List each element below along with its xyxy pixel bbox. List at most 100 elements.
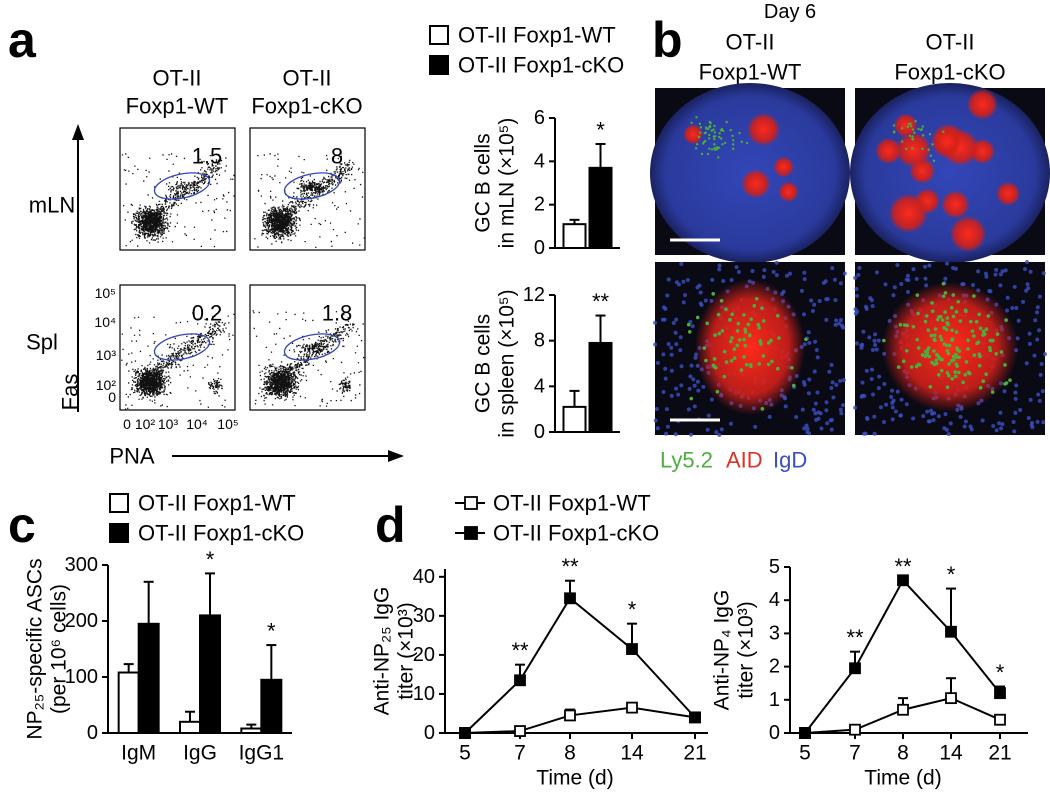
cell bbox=[708, 133, 711, 137]
cell bbox=[696, 388, 701, 393]
cell bbox=[928, 408, 933, 413]
cell bbox=[754, 296, 759, 301]
cell bbox=[689, 432, 694, 437]
cell bbox=[712, 357, 717, 361]
cell bbox=[949, 305, 954, 310]
cell bbox=[838, 281, 843, 286]
cell bbox=[874, 270, 879, 275]
cell bbox=[988, 348, 993, 353]
cell bbox=[760, 306, 764, 311]
cell bbox=[1032, 353, 1037, 358]
cell bbox=[749, 364, 753, 369]
cell bbox=[909, 122, 912, 125]
cell bbox=[953, 266, 958, 271]
cell bbox=[924, 314, 929, 318]
cell bbox=[717, 156, 720, 159]
cell bbox=[890, 400, 895, 405]
cell bbox=[998, 272, 1003, 277]
cell bbox=[930, 411, 935, 416]
cell bbox=[806, 391, 811, 396]
cell bbox=[867, 335, 872, 340]
cell bbox=[834, 318, 839, 323]
cell bbox=[934, 358, 939, 363]
cell bbox=[966, 370, 971, 375]
cell bbox=[717, 432, 722, 437]
cell bbox=[838, 407, 843, 412]
cell bbox=[953, 374, 958, 379]
cell bbox=[927, 263, 932, 268]
point bbox=[514, 674, 526, 687]
cell bbox=[824, 400, 829, 405]
y-axis-label: GC B cells bbox=[472, 314, 495, 413]
x-tick-label: 5 bbox=[799, 742, 811, 765]
cell bbox=[758, 339, 763, 343]
bar bbox=[240, 727, 263, 735]
cell bbox=[984, 372, 988, 376]
cell bbox=[705, 321, 710, 326]
cell bbox=[877, 374, 882, 379]
cell bbox=[978, 326, 983, 331]
cell bbox=[911, 137, 914, 141]
y-tick-label: 0 bbox=[534, 421, 545, 443]
cell bbox=[932, 349, 936, 353]
cell bbox=[1035, 337, 1040, 342]
cell bbox=[942, 325, 946, 330]
cell bbox=[892, 285, 897, 290]
y-axis-label: (per 10⁶ cells) bbox=[48, 584, 71, 714]
cell bbox=[687, 330, 692, 334]
point bbox=[626, 643, 638, 655]
cell bbox=[689, 396, 694, 401]
cell bbox=[761, 274, 766, 279]
cell bbox=[1038, 372, 1043, 377]
cell bbox=[708, 125, 712, 129]
cell bbox=[950, 376, 955, 381]
cell bbox=[1005, 295, 1010, 300]
cell bbox=[812, 302, 817, 307]
cell bbox=[947, 373, 951, 378]
panel-label: a bbox=[8, 12, 37, 68]
cell bbox=[731, 147, 735, 151]
y-axis-label: titer (×10³) bbox=[395, 602, 418, 699]
cell bbox=[1003, 382, 1007, 386]
y-tick-label: 300 bbox=[65, 554, 98, 576]
cell bbox=[840, 323, 845, 328]
cell bbox=[911, 416, 916, 421]
y-tick-label: 2 bbox=[769, 656, 780, 678]
stain-label: AID bbox=[726, 448, 763, 473]
point bbox=[564, 592, 576, 605]
cell bbox=[905, 147, 908, 151]
cell bbox=[695, 116, 698, 119]
cell bbox=[950, 328, 954, 333]
column-header: Foxp1-WT bbox=[126, 94, 229, 119]
germinal-center bbox=[995, 181, 1021, 206]
bar bbox=[562, 223, 587, 250]
cell bbox=[688, 319, 693, 324]
cell bbox=[939, 368, 944, 373]
significance: ** bbox=[592, 289, 610, 314]
series-line bbox=[464, 706, 696, 734]
cell bbox=[865, 415, 870, 420]
cell bbox=[883, 282, 888, 287]
cell bbox=[916, 311, 920, 316]
cell bbox=[807, 340, 812, 345]
legend-swatch bbox=[429, 25, 449, 45]
cell bbox=[921, 147, 924, 150]
cell bbox=[994, 351, 999, 356]
y-tick-label: 30 bbox=[413, 605, 435, 627]
cell bbox=[1025, 282, 1030, 287]
cell bbox=[890, 405, 895, 410]
cell bbox=[692, 404, 697, 409]
cell bbox=[824, 297, 829, 302]
cell bbox=[946, 432, 951, 437]
cell bbox=[964, 360, 969, 364]
cell bbox=[729, 128, 732, 132]
flow-tick-label: 10² bbox=[135, 416, 156, 432]
panel-label: d bbox=[375, 497, 406, 553]
cell bbox=[669, 352, 674, 357]
cell bbox=[869, 377, 874, 382]
cell bbox=[757, 362, 762, 366]
cell bbox=[674, 386, 679, 391]
cell bbox=[1021, 299, 1026, 304]
cell bbox=[770, 359, 774, 364]
